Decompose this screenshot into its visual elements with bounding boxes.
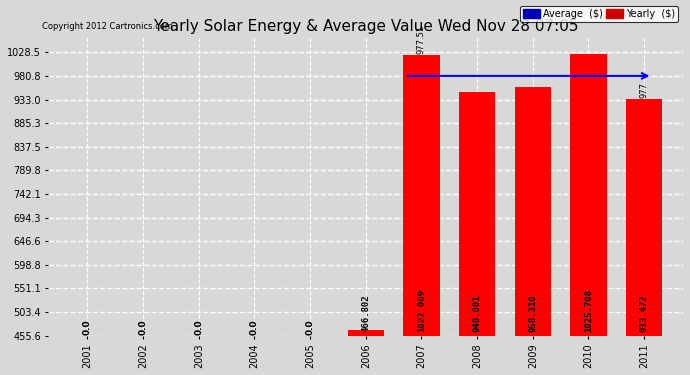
Bar <box>571 54 607 336</box>
Text: 0.0: 0.0 <box>306 319 315 334</box>
Text: 977.51: 977.51 <box>417 25 426 54</box>
Bar <box>626 99 662 336</box>
Bar <box>404 56 440 336</box>
Text: 0.0: 0.0 <box>195 319 204 334</box>
Text: Copyright 2012 Cartronics.com: Copyright 2012 Cartronics.com <box>42 22 173 31</box>
Text: 933.472: 933.472 <box>640 294 649 332</box>
Bar <box>459 92 495 336</box>
Text: 466.802: 466.802 <box>362 294 371 332</box>
Title: Yearly Solar Energy & Average Value Wed Nov 28 07:05: Yearly Solar Energy & Average Value Wed … <box>153 19 578 34</box>
Text: 977: 977 <box>640 82 649 98</box>
Text: 948.001: 948.001 <box>473 294 482 332</box>
Text: 0.0: 0.0 <box>83 319 92 334</box>
Text: 1025.708: 1025.708 <box>584 289 593 332</box>
Text: 0.0: 0.0 <box>250 319 259 334</box>
Legend: Average  ($), Yearly  ($): Average ($), Yearly ($) <box>520 6 678 21</box>
Text: 1022.069: 1022.069 <box>417 289 426 332</box>
Bar <box>348 330 384 336</box>
Bar <box>515 87 551 336</box>
Text: 0.0: 0.0 <box>139 319 148 334</box>
Text: 958.310: 958.310 <box>529 294 538 332</box>
